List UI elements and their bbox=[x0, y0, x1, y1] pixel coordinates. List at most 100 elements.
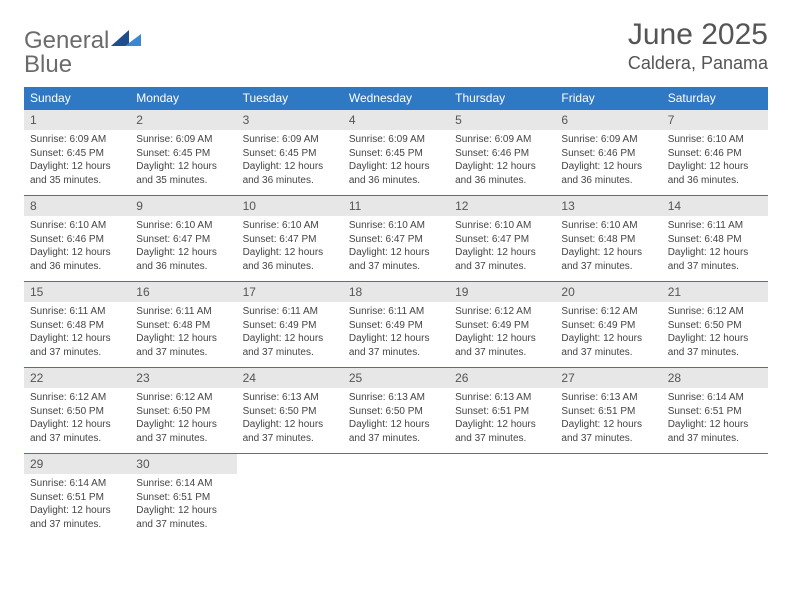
sunrise-line: Sunrise: 6:13 AM bbox=[561, 391, 655, 405]
sunrise-line: Sunrise: 6:12 AM bbox=[668, 305, 762, 319]
sunset-line: Sunset: 6:50 PM bbox=[668, 319, 762, 333]
daylight-line: Daylight: 12 hours and 37 minutes. bbox=[561, 246, 655, 273]
day-details: Sunrise: 6:14 AMSunset: 6:51 PMDaylight:… bbox=[130, 474, 236, 539]
sunrise-line: Sunrise: 6:14 AM bbox=[668, 391, 762, 405]
daylight-line: Daylight: 12 hours and 37 minutes. bbox=[30, 504, 124, 531]
calendar-day-cell: 3Sunrise: 6:09 AMSunset: 6:45 PMDaylight… bbox=[237, 110, 343, 196]
weekday-header: Saturday bbox=[662, 87, 768, 110]
day-number: 12 bbox=[449, 196, 555, 216]
sunrise-line: Sunrise: 6:11 AM bbox=[668, 219, 762, 233]
day-details: Sunrise: 6:11 AMSunset: 6:49 PMDaylight:… bbox=[343, 302, 449, 367]
sunset-line: Sunset: 6:46 PM bbox=[455, 147, 549, 161]
calendar-day-cell: 28Sunrise: 6:14 AMSunset: 6:51 PMDayligh… bbox=[662, 368, 768, 454]
daylight-line: Daylight: 12 hours and 37 minutes. bbox=[243, 332, 337, 359]
calendar-day-cell bbox=[237, 454, 343, 540]
daylight-line: Daylight: 12 hours and 37 minutes. bbox=[455, 246, 549, 273]
calendar-week-row: 8Sunrise: 6:10 AMSunset: 6:46 PMDaylight… bbox=[24, 196, 768, 282]
sunrise-line: Sunrise: 6:09 AM bbox=[455, 133, 549, 147]
daylight-line: Daylight: 12 hours and 37 minutes. bbox=[136, 332, 230, 359]
daylight-line: Daylight: 12 hours and 37 minutes. bbox=[668, 246, 762, 273]
day-details: Sunrise: 6:10 AMSunset: 6:47 PMDaylight:… bbox=[449, 216, 555, 281]
day-number: 27 bbox=[555, 368, 661, 388]
daylight-line: Daylight: 12 hours and 36 minutes. bbox=[668, 160, 762, 187]
daylight-line: Daylight: 12 hours and 37 minutes. bbox=[349, 418, 443, 445]
sunrise-line: Sunrise: 6:13 AM bbox=[243, 391, 337, 405]
sunrise-line: Sunrise: 6:10 AM bbox=[136, 219, 230, 233]
weekday-header: Sunday bbox=[24, 87, 130, 110]
weekday-header: Thursday bbox=[449, 87, 555, 110]
calendar-day-cell: 10Sunrise: 6:10 AMSunset: 6:47 PMDayligh… bbox=[237, 196, 343, 282]
sunrise-line: Sunrise: 6:11 AM bbox=[243, 305, 337, 319]
sunset-line: Sunset: 6:47 PM bbox=[136, 233, 230, 247]
sunset-line: Sunset: 6:50 PM bbox=[349, 405, 443, 419]
day-number: 19 bbox=[449, 282, 555, 302]
sunset-line: Sunset: 6:45 PM bbox=[136, 147, 230, 161]
day-details: Sunrise: 6:12 AMSunset: 6:49 PMDaylight:… bbox=[449, 302, 555, 367]
daylight-line: Daylight: 12 hours and 37 minutes. bbox=[349, 332, 443, 359]
calendar-day-cell: 15Sunrise: 6:11 AMSunset: 6:48 PMDayligh… bbox=[24, 282, 130, 368]
day-details: Sunrise: 6:13 AMSunset: 6:51 PMDaylight:… bbox=[555, 388, 661, 453]
daylight-line: Daylight: 12 hours and 37 minutes. bbox=[30, 332, 124, 359]
day-details: Sunrise: 6:11 AMSunset: 6:48 PMDaylight:… bbox=[130, 302, 236, 367]
day-number: 26 bbox=[449, 368, 555, 388]
day-number: 28 bbox=[662, 368, 768, 388]
sunset-line: Sunset: 6:47 PM bbox=[349, 233, 443, 247]
sunrise-line: Sunrise: 6:12 AM bbox=[136, 391, 230, 405]
day-number: 29 bbox=[24, 454, 130, 474]
sunset-line: Sunset: 6:48 PM bbox=[136, 319, 230, 333]
day-details: Sunrise: 6:14 AMSunset: 6:51 PMDaylight:… bbox=[662, 388, 768, 453]
day-details: Sunrise: 6:13 AMSunset: 6:50 PMDaylight:… bbox=[237, 388, 343, 453]
day-details: Sunrise: 6:09 AMSunset: 6:46 PMDaylight:… bbox=[449, 130, 555, 195]
sunrise-line: Sunrise: 6:09 AM bbox=[561, 133, 655, 147]
sunrise-line: Sunrise: 6:12 AM bbox=[561, 305, 655, 319]
calendar-day-cell bbox=[343, 454, 449, 540]
sunset-line: Sunset: 6:51 PM bbox=[136, 491, 230, 505]
day-details: Sunrise: 6:13 AMSunset: 6:51 PMDaylight:… bbox=[449, 388, 555, 453]
calendar-table: Sunday Monday Tuesday Wednesday Thursday… bbox=[24, 87, 768, 539]
calendar-week-row: 15Sunrise: 6:11 AMSunset: 6:48 PMDayligh… bbox=[24, 282, 768, 368]
weekday-header: Monday bbox=[130, 87, 236, 110]
sunrise-line: Sunrise: 6:09 AM bbox=[136, 133, 230, 147]
sunrise-line: Sunrise: 6:10 AM bbox=[243, 219, 337, 233]
sunset-line: Sunset: 6:46 PM bbox=[668, 147, 762, 161]
daylight-line: Daylight: 12 hours and 37 minutes. bbox=[30, 418, 124, 445]
daylight-line: Daylight: 12 hours and 36 minutes. bbox=[455, 160, 549, 187]
day-number: 5 bbox=[449, 110, 555, 130]
daylight-line: Daylight: 12 hours and 36 minutes. bbox=[136, 246, 230, 273]
calendar-day-cell: 20Sunrise: 6:12 AMSunset: 6:49 PMDayligh… bbox=[555, 282, 661, 368]
day-number: 20 bbox=[555, 282, 661, 302]
day-number: 2 bbox=[130, 110, 236, 130]
sunrise-line: Sunrise: 6:14 AM bbox=[30, 477, 124, 491]
page-title: June 2025 bbox=[628, 18, 768, 51]
brand-text-general: General bbox=[24, 27, 109, 54]
calendar-day-cell: 11Sunrise: 6:10 AMSunset: 6:47 PMDayligh… bbox=[343, 196, 449, 282]
day-number: 9 bbox=[130, 196, 236, 216]
day-number: 3 bbox=[237, 110, 343, 130]
daylight-line: Daylight: 12 hours and 37 minutes. bbox=[561, 418, 655, 445]
sunset-line: Sunset: 6:49 PM bbox=[561, 319, 655, 333]
calendar-day-cell bbox=[662, 454, 768, 540]
day-number: 15 bbox=[24, 282, 130, 302]
calendar-day-cell: 21Sunrise: 6:12 AMSunset: 6:50 PMDayligh… bbox=[662, 282, 768, 368]
day-details: Sunrise: 6:09 AMSunset: 6:45 PMDaylight:… bbox=[130, 130, 236, 195]
calendar-day-cell: 14Sunrise: 6:11 AMSunset: 6:48 PMDayligh… bbox=[662, 196, 768, 282]
sunset-line: Sunset: 6:50 PM bbox=[136, 405, 230, 419]
sunset-line: Sunset: 6:45 PM bbox=[349, 147, 443, 161]
weekday-header: Friday bbox=[555, 87, 661, 110]
calendar-day-cell: 4Sunrise: 6:09 AMSunset: 6:45 PMDaylight… bbox=[343, 110, 449, 196]
calendar-week-row: 1Sunrise: 6:09 AMSunset: 6:45 PMDaylight… bbox=[24, 110, 768, 196]
daylight-line: Daylight: 12 hours and 36 minutes. bbox=[243, 160, 337, 187]
day-details: Sunrise: 6:10 AMSunset: 6:47 PMDaylight:… bbox=[343, 216, 449, 281]
sunrise-line: Sunrise: 6:12 AM bbox=[455, 305, 549, 319]
calendar-day-cell: 17Sunrise: 6:11 AMSunset: 6:49 PMDayligh… bbox=[237, 282, 343, 368]
calendar-body: 1Sunrise: 6:09 AMSunset: 6:45 PMDaylight… bbox=[24, 110, 768, 540]
sunset-line: Sunset: 6:49 PM bbox=[455, 319, 549, 333]
day-number: 7 bbox=[662, 110, 768, 130]
day-number: 24 bbox=[237, 368, 343, 388]
day-details: Sunrise: 6:09 AMSunset: 6:46 PMDaylight:… bbox=[555, 130, 661, 195]
sunset-line: Sunset: 6:51 PM bbox=[455, 405, 549, 419]
calendar-day-cell bbox=[449, 454, 555, 540]
day-details: Sunrise: 6:12 AMSunset: 6:50 PMDaylight:… bbox=[130, 388, 236, 453]
calendar-day-cell: 6Sunrise: 6:09 AMSunset: 6:46 PMDaylight… bbox=[555, 110, 661, 196]
page-subtitle: Caldera, Panama bbox=[628, 53, 768, 74]
